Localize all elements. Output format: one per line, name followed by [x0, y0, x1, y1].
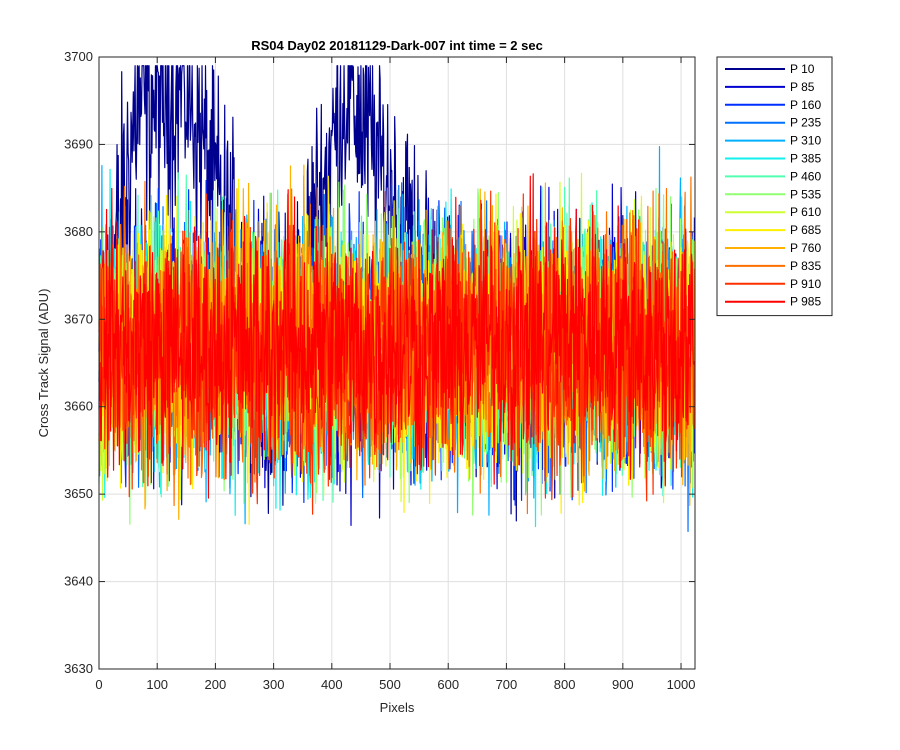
- legend-entry-label: P 910: [790, 277, 821, 291]
- legend-entry-label: P 985: [790, 295, 821, 309]
- legend: P 10 P 85 P 160 P 235 P 310 P 385 P 460 P 535 P …: [716, 56, 833, 317]
- series-lines: [98, 65, 696, 533]
- x-tick-label: 500: [379, 677, 401, 692]
- y-tick-label: 3670: [64, 311, 93, 326]
- x-tick-label: 400: [321, 677, 343, 692]
- y-axis-ticks: 3630 3640 3650 3660 3670 3680 3690 3700: [64, 49, 695, 676]
- x-tick-label: 900: [612, 677, 634, 692]
- legend-entry-label: P 760: [790, 241, 821, 255]
- y-tick-label: 3700: [64, 49, 93, 64]
- legend-entry-label: P 310: [790, 134, 821, 148]
- y-tick-label: 3680: [64, 224, 93, 239]
- legend-entry-label: P 85: [790, 80, 815, 94]
- x-axis-ticks: 0 100 200 300 400 500 600 700 800 900 1000: [95, 57, 695, 692]
- y-tick-label: 3690: [64, 136, 93, 151]
- x-tick-label: 700: [496, 677, 518, 692]
- series-line: [98, 173, 696, 499]
- y-tick-label: 3630: [64, 661, 93, 676]
- legend-box: [716, 56, 833, 317]
- x-tick-label: 300: [263, 677, 285, 692]
- x-tick-label: 1000: [667, 677, 696, 692]
- x-tick-label: 800: [554, 677, 576, 692]
- y-axis-label: Cross Track Signal (ADU): [36, 289, 51, 438]
- y-tick-label: 3640: [64, 574, 93, 589]
- legend-entry-label: P 385: [790, 152, 821, 166]
- plot-frame: [98, 56, 696, 670]
- legend-entry-label: P 160: [790, 98, 821, 112]
- y-tick-label: 3650: [64, 486, 93, 501]
- legend-entry-label: P 460: [790, 169, 821, 183]
- x-tick-label: 200: [205, 677, 227, 692]
- legend-entry-label: P 835: [790, 259, 821, 273]
- legend-entry-label: P 535: [790, 187, 821, 201]
- legend-entry-label: P 235: [790, 116, 821, 130]
- x-tick-label: 0: [95, 677, 102, 692]
- chart-title: RS04 Day02 20181129-Dark-007 int time = …: [251, 38, 543, 53]
- legend-entry-label: P 610: [790, 205, 821, 219]
- x-tick-label: 100: [146, 677, 168, 692]
- x-axis-label: Pixels: [380, 700, 415, 715]
- x-tick-label: 600: [437, 677, 459, 692]
- legend-entry-label: P 685: [790, 223, 821, 237]
- legend-entry-label: P 10: [790, 62, 815, 76]
- y-tick-label: 3660: [64, 399, 93, 414]
